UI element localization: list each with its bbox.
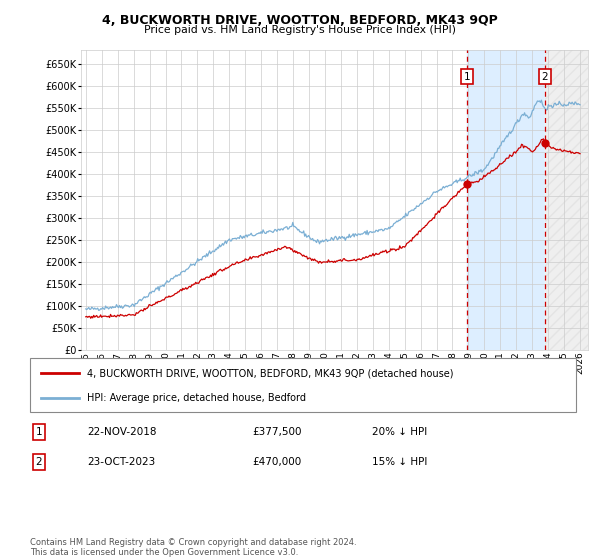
Bar	[545, 50, 588, 350]
Text: 22-NOV-2018: 22-NOV-2018	[87, 427, 157, 437]
Text: 4, BUCKWORTH DRIVE, WOOTTON, BEDFORD, MK43 9QP: 4, BUCKWORTH DRIVE, WOOTTON, BEDFORD, MK…	[102, 14, 498, 27]
Text: 2: 2	[542, 72, 548, 82]
Text: 15% ↓ HPI: 15% ↓ HPI	[372, 457, 427, 467]
FancyBboxPatch shape	[30, 358, 576, 412]
Text: Contains HM Land Registry data © Crown copyright and database right 2024.
This d: Contains HM Land Registry data © Crown c…	[30, 538, 356, 557]
Text: 4, BUCKWORTH DRIVE, WOOTTON, BEDFORD, MK43 9QP (detached house): 4, BUCKWORTH DRIVE, WOOTTON, BEDFORD, MK…	[88, 368, 454, 379]
Bar	[467, 50, 545, 350]
Text: Price paid vs. HM Land Registry's House Price Index (HPI): Price paid vs. HM Land Registry's House …	[144, 25, 456, 35]
Text: HPI: Average price, detached house, Bedford: HPI: Average price, detached house, Bedf…	[88, 393, 307, 403]
Text: 1: 1	[464, 72, 470, 82]
Text: 1: 1	[35, 427, 43, 437]
Text: £470,000: £470,000	[252, 457, 301, 467]
Text: 2: 2	[35, 457, 43, 467]
Text: 23-OCT-2023: 23-OCT-2023	[87, 457, 155, 467]
Bar	[545, 50, 588, 350]
Text: £377,500: £377,500	[252, 427, 302, 437]
Text: 20% ↓ HPI: 20% ↓ HPI	[372, 427, 427, 437]
